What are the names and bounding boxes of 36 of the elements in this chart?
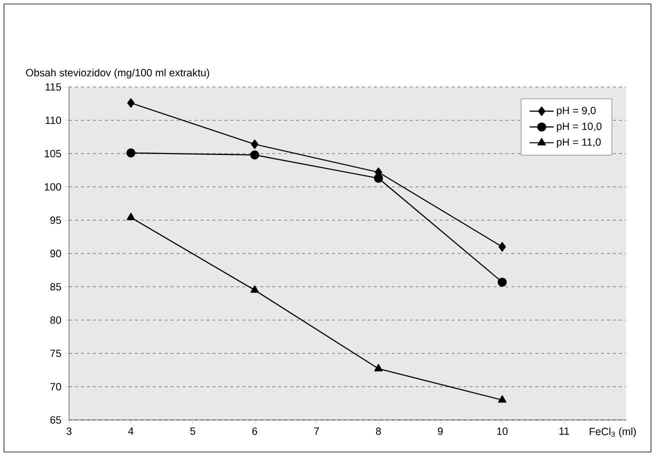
y-tick-label: 85 [50, 283, 62, 290]
point [498, 278, 507, 287]
y-tick-label: 80 [50, 316, 62, 324]
point [374, 174, 383, 183]
point [250, 140, 258, 149]
x-tick-label: 5 [190, 428, 196, 435]
x-tick-label: 10 [497, 428, 508, 435]
x-tick-label: 8 [376, 428, 381, 435]
point [498, 395, 506, 403]
y-tick-label: 95 [50, 216, 62, 224]
point [250, 285, 259, 293]
x-tick-label: 6 [252, 428, 258, 435]
point [498, 242, 506, 252]
point [126, 148, 136, 158]
x-tick-label: 3 [66, 428, 72, 435]
point [127, 98, 135, 108]
point [374, 364, 383, 372]
y-tick-label: 110 [46, 116, 62, 124]
legend-label: pH = 9,0 [556, 106, 596, 116]
x-axis-title: FeCl$_{3}$ (ml) [590, 428, 636, 438]
y-tick-label: 75 [50, 350, 62, 358]
y-tick-label: 100 [44, 183, 62, 191]
x-tick-label: 11 [559, 428, 570, 435]
legend-label: pH = 11,0 [556, 138, 601, 148]
y-tick-label: 115 [46, 83, 62, 91]
x-tick-label: 4 [128, 428, 134, 435]
y-tick-label: 65 [50, 416, 62, 424]
point [126, 212, 136, 220]
y-tick-label: 70 [50, 382, 62, 390]
point [250, 150, 260, 160]
y-axis-title: Obsah steviozidov (mg/100 ml extraktu) [26, 68, 210, 78]
y-tick-label: 90 [50, 250, 62, 258]
y-tick-label: 105 [44, 150, 62, 158]
x-tick-label: 7 [314, 428, 319, 435]
x-tick-label: 9 [438, 428, 443, 435]
legend-label: pH = 10,0 [556, 122, 602, 132]
